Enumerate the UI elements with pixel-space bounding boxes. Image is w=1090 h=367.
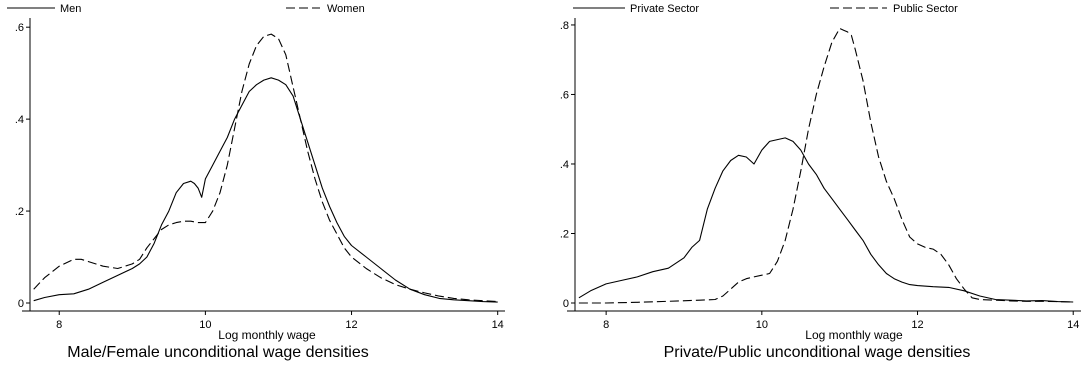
series-line-men bbox=[33, 77, 498, 303]
x-axis-label: Log monthly wage bbox=[218, 328, 316, 342]
y-tick-label: 0 bbox=[18, 298, 24, 310]
y-tick-label: .4 bbox=[560, 159, 569, 171]
x-tick-label: 12 bbox=[911, 319, 923, 331]
chart-private-public: 0 .2 .4 .6 .8 8 10 12 14 Private Sector Public Sec… bbox=[560, 3, 1081, 361]
y-tick-label: .4 bbox=[15, 114, 24, 126]
legend-label: Women bbox=[327, 3, 365, 15]
x-tick-label: 8 bbox=[56, 319, 62, 331]
y-tick-label: .2 bbox=[560, 228, 569, 240]
series-line-private-sector bbox=[578, 137, 1074, 303]
legend-label: Private Sector bbox=[630, 3, 699, 15]
x-tick-label: 8 bbox=[603, 319, 609, 331]
x-tick-label: 12 bbox=[345, 319, 357, 331]
series-line-women bbox=[33, 33, 498, 303]
chart-male-female: 0 .2 .4 .6 8 10 12 14 Men Women Log monthly wage Ma… bbox=[7, 3, 505, 361]
x-axis-label: Log monthly wage bbox=[805, 328, 903, 342]
y-tick-label: .6 bbox=[560, 89, 569, 101]
y-tick-label: .2 bbox=[15, 206, 24, 218]
series-line-public-sector bbox=[578, 27, 1074, 304]
y-tick-label: .6 bbox=[15, 22, 24, 34]
chart-title: Private/Public unconditional wage densit… bbox=[664, 344, 971, 361]
legend-label: Public Sector bbox=[893, 3, 958, 15]
x-tick-label: 10 bbox=[199, 319, 211, 331]
x-tick-label: 14 bbox=[1067, 319, 1079, 331]
x-tick-label: 10 bbox=[756, 319, 768, 331]
x-tick-label: 14 bbox=[492, 319, 504, 331]
y-tick-label: 0 bbox=[563, 298, 569, 310]
legend-label: Men bbox=[60, 3, 81, 15]
y-tick-label: .8 bbox=[560, 20, 569, 32]
chart-title: Male/Female unconditional wage densities bbox=[67, 344, 369, 361]
